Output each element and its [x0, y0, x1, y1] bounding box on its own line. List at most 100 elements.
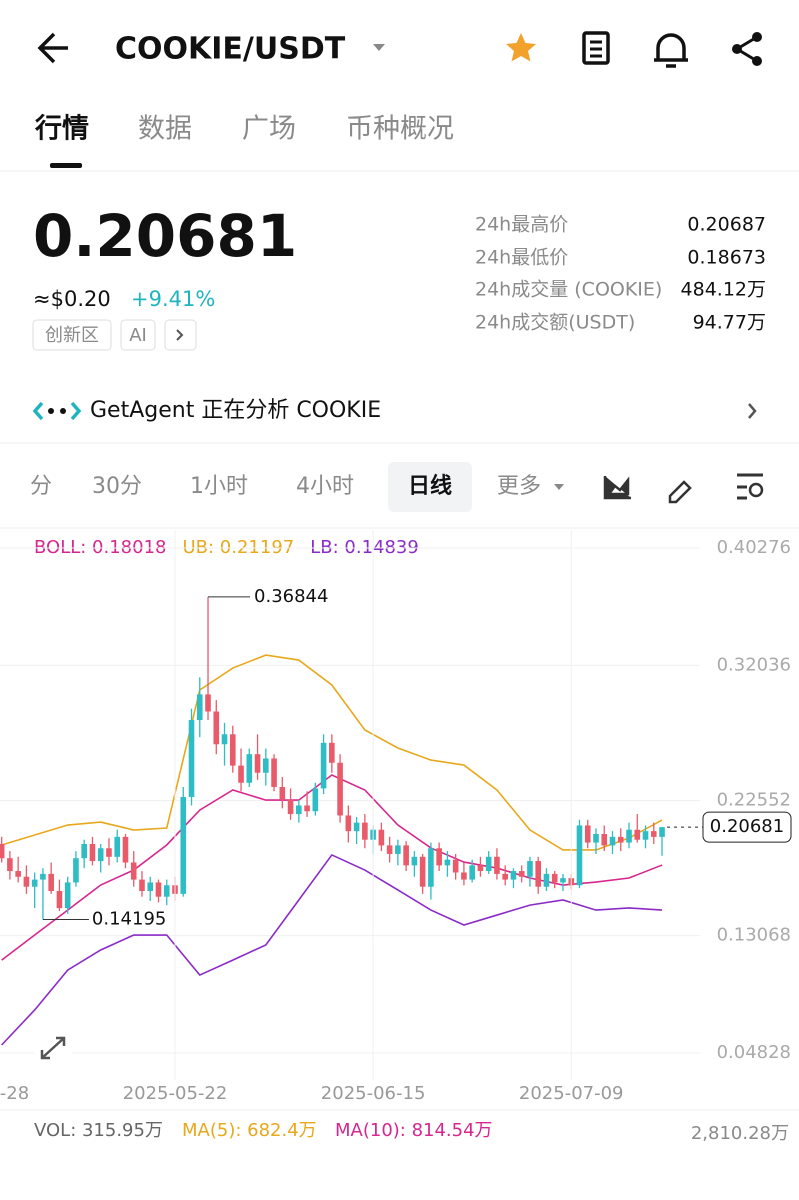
candle-body: [312, 788, 319, 812]
candle-body: [114, 836, 121, 857]
last-price-box: [702, 811, 792, 843]
back-button[interactable]: [37, 32, 68, 64]
candle-body: [31, 879, 38, 887]
low-label: 0.14195: [92, 909, 166, 930]
candle-body: [271, 758, 277, 787]
candle-body: [180, 796, 187, 894]
favorite-icon[interactable]: [506, 33, 536, 62]
candle-body: [601, 834, 608, 846]
vol-axis-label: 2,810.28万: [691, 1123, 789, 1144]
tab[interactable]: 数据: [138, 114, 192, 145]
pair-title[interactable]: COOKIE/USDT: [115, 32, 346, 67]
candle-body: [221, 734, 228, 745]
candle-body: [7, 858, 13, 872]
tab-indicator: [50, 163, 82, 168]
y-tick-label: 0.13068: [717, 925, 791, 946]
indicator-icon[interactable]: [737, 473, 763, 500]
candle-body: [386, 845, 393, 854]
candle-body: [147, 882, 154, 891]
candle-body: [73, 858, 79, 883]
chart-type-icon[interactable]: [603, 476, 631, 500]
interval[interactable]: 4小时: [296, 474, 354, 499]
candle-body: [205, 694, 211, 712]
candle-body: [411, 856, 418, 866]
candle-body: [296, 805, 302, 815]
interval-active[interactable]: 日线: [408, 473, 452, 499]
candle-body: [15, 871, 21, 877]
candle-body: [436, 848, 442, 866]
candle-body: [56, 890, 63, 909]
candle-body: [238, 765, 244, 783]
candle-body: [593, 834, 599, 843]
tag[interactable]: AI: [129, 325, 147, 346]
candle-body: [659, 827, 665, 837]
stat-value: 484.12万: [681, 279, 766, 301]
candle-body: [304, 805, 310, 812]
fullscreen-icon[interactable]: [40, 1036, 66, 1060]
dropdown-icon[interactable]: [373, 44, 385, 51]
candle-body: [452, 859, 459, 873]
interval[interactable]: 30分: [92, 474, 142, 499]
agent-banner[interactable]: GetAgent 正在分析 COOKIE: [90, 398, 381, 423]
tab[interactable]: 币种概况: [346, 114, 454, 145]
candle-body: [163, 885, 170, 897]
candle-body: [40, 873, 46, 880]
candle-body: [337, 762, 343, 816]
interval-more[interactable]: 更多: [497, 474, 541, 499]
candle-body: [403, 845, 409, 866]
candle-body: [626, 829, 632, 843]
vol-ma10: MA(10): 814.54万: [335, 1120, 493, 1141]
tag[interactable]: 创新区: [45, 325, 99, 346]
candle-body: [213, 711, 220, 745]
candle-body: [518, 871, 525, 877]
draw-icon[interactable]: [668, 480, 692, 504]
vol-ma5: MA(5): 682.4万: [182, 1120, 317, 1141]
candle-body: [254, 754, 261, 773]
candle-body: [0, 843, 5, 859]
interval[interactable]: 分: [30, 474, 52, 499]
y-tick-label: 0.40276: [717, 537, 791, 558]
candle-body: [551, 873, 558, 883]
candle-body: [617, 836, 624, 843]
change: +9.41%: [131, 287, 215, 311]
candle-body: [642, 831, 649, 840]
candle-body: [494, 856, 500, 874]
candle-body: [444, 859, 451, 866]
candle-body: [419, 856, 426, 887]
stat-label: 24h最低价: [475, 247, 568, 269]
tab[interactable]: 行情: [34, 113, 89, 145]
bollinger-line: [1, 853, 663, 1046]
y-tick-label: 0.04828: [717, 1042, 791, 1063]
candle-body: [23, 876, 30, 887]
interval[interactable]: 1小时: [190, 474, 248, 499]
alert-icon[interactable]: [654, 33, 688, 68]
candle-body: [106, 848, 112, 857]
x-tick-label: 2025-05-22: [123, 1083, 228, 1104]
notes-icon[interactable]: [582, 31, 610, 65]
more-tags[interactable]: [164, 319, 197, 351]
candle-body: [64, 882, 71, 909]
usd-price: ≈$0.20: [33, 287, 111, 311]
bollinger-line: [1, 654, 663, 851]
candle-body: [395, 845, 401, 854]
stat-label: 24h成交额(USDT): [475, 312, 635, 334]
candle-body: [48, 873, 54, 891]
candle-body: [229, 734, 236, 766]
tab[interactable]: 广场: [242, 114, 296, 145]
candle-body: [609, 836, 616, 846]
candle-body: [650, 831, 657, 837]
x-tick-label: 2025-04-28: [0, 1083, 29, 1104]
candle-body: [543, 873, 550, 887]
candle-body: [477, 865, 484, 872]
stat-value: 94.77万: [693, 312, 766, 334]
y-tick-label: 0.22552: [717, 790, 791, 811]
candle-body: [139, 879, 145, 891]
candle-body: [634, 829, 641, 840]
candle-body: [485, 856, 492, 872]
agent-icon: [32, 401, 82, 421]
candle-body: [527, 861, 533, 877]
candle-body: [576, 825, 583, 886]
candle-body: [378, 829, 385, 846]
candle-body: [560, 878, 566, 883]
